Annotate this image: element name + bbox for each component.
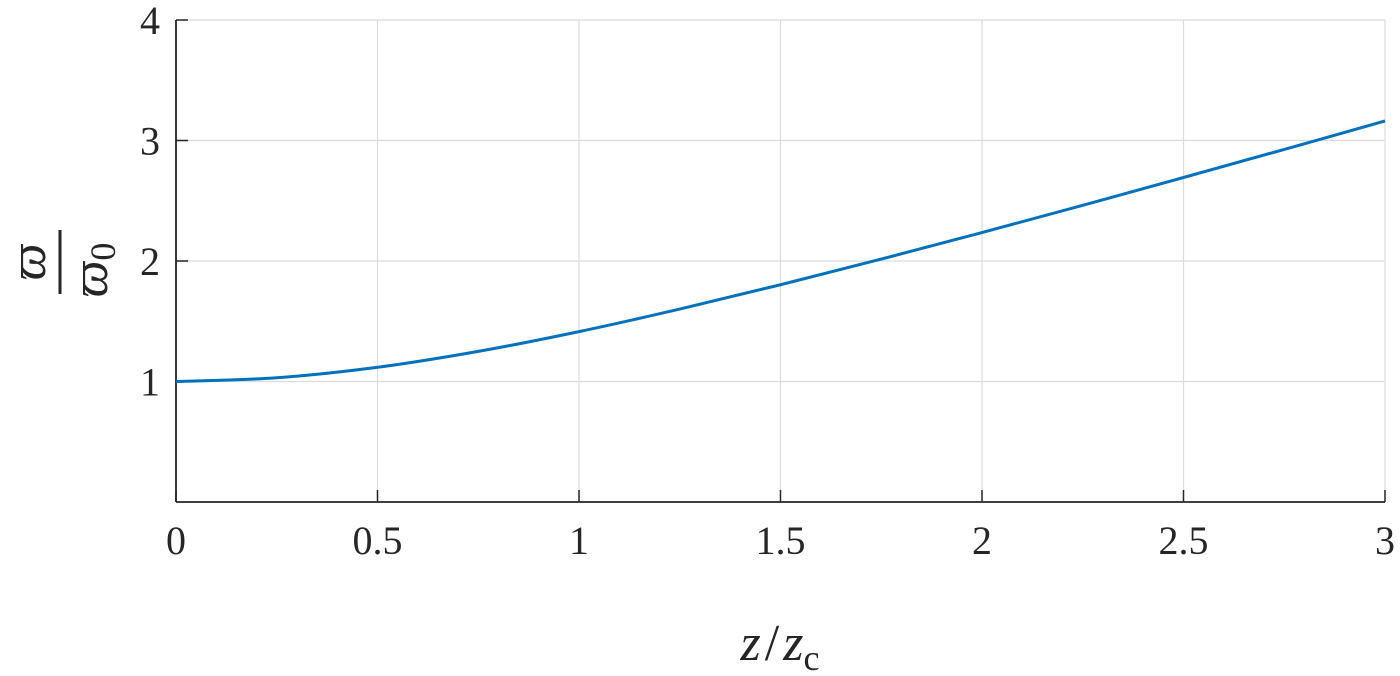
y-label-denominator: ϖ0: [62, 243, 123, 298]
y-tick-label: 4: [140, 0, 160, 43]
x-tick-label: 0.5: [353, 518, 403, 563]
x-tick-label: 2.5: [1159, 518, 1209, 563]
tick-labels: 0 0.5 1 1.5 2 2.5 3 1 2 3 4: [140, 0, 1395, 563]
y-tick-label: 1: [140, 360, 160, 405]
y-label-numerator: ϖ: [0, 243, 57, 280]
y-tick-label: 2: [140, 239, 160, 284]
x-tick-label: 0: [166, 518, 186, 563]
grid: [175, 19, 1386, 502]
x-tick-label: 1.5: [756, 518, 806, 563]
x-tick-label: 3: [1375, 518, 1395, 563]
y-tick-label: 3: [140, 119, 160, 164]
x-tick-label: 2: [972, 518, 992, 563]
series-line: [175, 119, 1386, 383]
series: [175, 119, 1386, 383]
x-tick-label: 1: [569, 518, 589, 563]
axes: [175, 19, 1386, 503]
y-axis-label: ϖ ϖ0: [0, 230, 123, 297]
x-axis-label: z/zc: [740, 615, 820, 676]
